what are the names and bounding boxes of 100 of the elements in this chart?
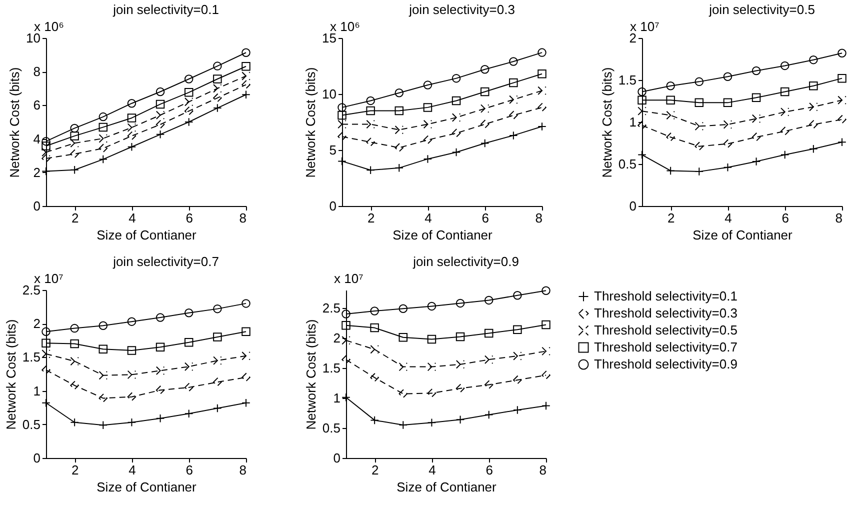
point xyxy=(213,332,222,342)
point xyxy=(42,338,50,348)
point xyxy=(480,87,490,96)
point xyxy=(242,62,250,71)
point xyxy=(694,77,704,86)
point xyxy=(242,327,250,336)
point xyxy=(666,96,675,105)
text: x 10⁷ xyxy=(334,271,364,286)
point xyxy=(752,66,761,76)
x-tick-label: 2 xyxy=(371,462,379,478)
y-tick-label: 2 xyxy=(33,164,40,180)
x-tick-label: 6 xyxy=(486,462,493,478)
y-tick-label: 0 xyxy=(33,198,40,214)
point xyxy=(423,80,432,90)
y-axis-title: Network Cost (bits) xyxy=(3,319,18,430)
point xyxy=(127,317,136,326)
y-tick-label: 6 xyxy=(33,98,40,113)
point xyxy=(452,96,461,106)
point xyxy=(780,61,790,70)
x-tick-label: 8 xyxy=(535,210,542,226)
point xyxy=(338,110,346,120)
x-axis-title: Size of Contianer xyxy=(392,228,494,242)
y-tick-label: 0 xyxy=(329,198,336,214)
point xyxy=(638,87,646,96)
y-tick-label: 1 xyxy=(33,383,40,398)
point xyxy=(838,74,846,83)
point xyxy=(98,344,108,354)
point xyxy=(342,310,350,318)
point xyxy=(127,114,136,122)
point xyxy=(484,328,494,338)
x-tick-label: 4 xyxy=(128,462,136,478)
legend-label: Threshold selectivity=0.3 xyxy=(594,306,738,320)
point xyxy=(366,106,375,116)
y-tick-label: 2 xyxy=(33,316,40,332)
point xyxy=(423,103,432,112)
point xyxy=(509,57,518,66)
point xyxy=(366,96,375,106)
y-tick-label: 5 xyxy=(329,142,336,158)
point xyxy=(398,333,408,342)
point xyxy=(513,291,522,300)
legend-label: Threshold selectivity=0.7 xyxy=(594,340,738,354)
y-axis-title: Network Cost (bits) xyxy=(7,67,22,178)
x-tick-label: 8 xyxy=(539,462,546,478)
y-tick-label: 0.5 xyxy=(322,420,340,436)
x-tick-label: 6 xyxy=(186,210,193,226)
x-tick-label: 4 xyxy=(128,210,136,226)
x-tick-label: 2 xyxy=(71,210,79,226)
point xyxy=(42,136,50,146)
point xyxy=(242,299,250,308)
point xyxy=(394,106,404,116)
point xyxy=(542,286,550,295)
y-axis-title: Network Cost (bits) xyxy=(303,319,318,430)
y-tick-label: 0 xyxy=(333,450,340,466)
point xyxy=(184,338,194,347)
point xyxy=(723,72,732,82)
y-tick-label: 1.5 xyxy=(322,360,340,376)
y-tick-label: 1 xyxy=(333,390,340,406)
point xyxy=(184,88,194,97)
point xyxy=(427,334,436,344)
point xyxy=(538,48,546,57)
point xyxy=(513,325,522,334)
x-tick-label: 6 xyxy=(482,210,489,226)
point xyxy=(342,321,350,330)
point xyxy=(42,327,50,336)
point xyxy=(780,87,790,96)
y-tick-label: 2.5 xyxy=(322,300,340,316)
y-tick-label: 1.5 xyxy=(618,72,636,88)
x-tick-label: 6 xyxy=(782,210,789,226)
legend-label: Threshold selectivity=0.9 xyxy=(594,356,738,372)
x-tick-label: 2 xyxy=(667,210,675,226)
legend-label: Threshold selectivity=0.1 xyxy=(594,288,738,304)
point xyxy=(723,98,732,108)
y-axis-title: Network Cost (bits) xyxy=(303,67,318,178)
x-tick-label: 2 xyxy=(367,210,375,226)
x-tick-label: 8 xyxy=(239,462,246,478)
chart-title: join selectivity=0.7 xyxy=(112,254,219,269)
x-tick-label: 4 xyxy=(724,210,732,226)
point xyxy=(513,352,522,360)
point xyxy=(213,62,222,70)
x-axis-title: Size of Contianer xyxy=(96,480,198,494)
point xyxy=(213,74,222,84)
point xyxy=(127,346,136,355)
point xyxy=(480,64,490,74)
point xyxy=(98,321,108,330)
chart-title: join selectivity=0.9 xyxy=(412,254,519,269)
y-tick-label: 4 xyxy=(33,131,40,146)
chart-title: join selectivity=0.3 xyxy=(408,2,515,17)
point xyxy=(809,82,818,90)
x-tick-label: 4 xyxy=(424,210,432,226)
point xyxy=(213,304,222,314)
x-tick-label: 2 xyxy=(71,462,79,478)
point xyxy=(127,98,136,108)
x-tick-label: 4 xyxy=(428,462,436,478)
point xyxy=(156,342,165,352)
point xyxy=(694,98,704,108)
x-axis-title: Size of Contianer xyxy=(692,228,794,242)
point xyxy=(370,323,379,332)
x-tick-label: 6 xyxy=(186,462,193,478)
point xyxy=(538,69,546,78)
y-tick-label: 0.5 xyxy=(618,156,636,172)
